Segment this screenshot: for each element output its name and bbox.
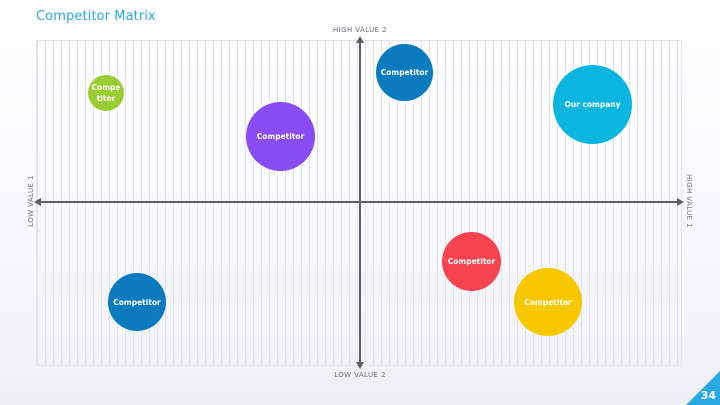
arrow-down-icon xyxy=(356,362,364,369)
page-corner xyxy=(686,371,720,405)
arrow-left-icon xyxy=(34,198,41,206)
vertical-axis xyxy=(359,40,361,366)
slide-title: Competitor Matrix xyxy=(36,9,156,24)
bubble-competitor-yellow: Competitor xyxy=(514,268,582,336)
bubble-label: Competitor xyxy=(447,257,496,266)
bubble-label: Competitor xyxy=(524,297,572,307)
axis-label-top: HIGH VALUE 2 xyxy=(333,26,387,34)
bubble-label: Competitor xyxy=(256,132,305,141)
bubble-our-company: Our company xyxy=(553,65,632,144)
bubble-competitor-purple: Competitor xyxy=(246,102,315,171)
bubble-competitor-top: Competitor xyxy=(376,44,433,101)
axis-label-left: LOW VALUE 1 xyxy=(27,175,35,227)
arrow-right-icon xyxy=(677,198,684,206)
axis-label-bottom: LOW VALUE 2 xyxy=(334,371,386,379)
bubble-competitor-bottom-left: Competitor xyxy=(108,273,166,331)
bubble-label: Our company xyxy=(564,100,621,109)
page-number: 34 xyxy=(700,389,716,402)
arrow-up-icon xyxy=(356,36,364,43)
bubble-label: Compe titor xyxy=(91,83,121,103)
axis-label-right: HIGH VALUE 1 xyxy=(685,174,693,228)
bubble-competitor-small: Compe titor xyxy=(88,75,124,111)
bubble-competitor-red: Competitor xyxy=(442,232,501,291)
bubble-label: Competitor xyxy=(113,297,161,307)
bubble-label: Competitor xyxy=(380,68,429,77)
